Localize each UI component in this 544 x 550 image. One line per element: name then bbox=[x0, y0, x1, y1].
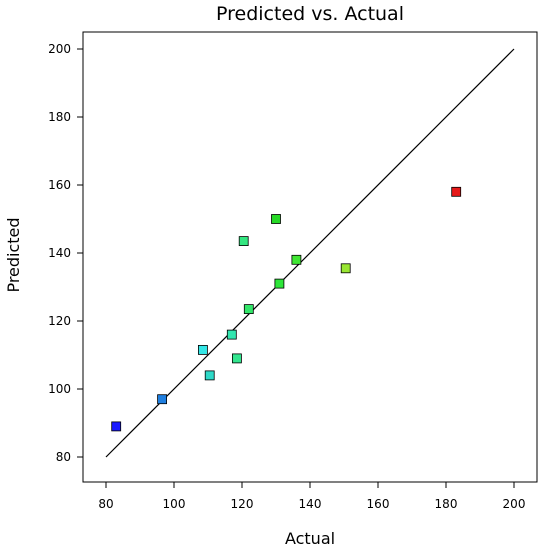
reference-line bbox=[105, 48, 515, 458]
data-points bbox=[111, 186, 462, 432]
data-point bbox=[238, 236, 249, 247]
x-tick-label: 160 bbox=[367, 497, 390, 511]
x-tick-label: 200 bbox=[503, 497, 526, 511]
data-point bbox=[111, 421, 122, 432]
x-tick-label: 180 bbox=[435, 497, 458, 511]
data-point bbox=[451, 186, 462, 197]
data-point bbox=[226, 329, 237, 340]
x-axis: 80 100 120 140 160 180 200 bbox=[98, 482, 525, 511]
plot-frame bbox=[82, 31, 538, 483]
chart-title: Predicted vs. Actual bbox=[216, 3, 404, 25]
data-point bbox=[197, 344, 208, 355]
data-point bbox=[274, 278, 285, 289]
y-tick-label: 140 bbox=[48, 246, 71, 260]
x-tick-label: 100 bbox=[163, 497, 186, 511]
x-tick-label: 140 bbox=[299, 497, 322, 511]
data-point bbox=[243, 304, 254, 315]
data-point bbox=[157, 394, 168, 405]
y-tick-label: 160 bbox=[48, 178, 71, 192]
x-tick-label: 80 bbox=[98, 497, 113, 511]
data-point bbox=[291, 254, 302, 265]
data-point bbox=[231, 353, 242, 364]
y-axis-label: Predicted bbox=[4, 217, 23, 292]
x-axis-label: Actual bbox=[285, 529, 335, 548]
y-tick-label: 80 bbox=[56, 450, 71, 464]
y-tick-label: 120 bbox=[48, 314, 71, 328]
y-tick-label: 200 bbox=[48, 42, 71, 56]
data-point bbox=[204, 370, 215, 381]
y-tick-label: 100 bbox=[48, 382, 71, 396]
y-tick-label: 180 bbox=[48, 110, 71, 124]
data-point bbox=[340, 263, 351, 274]
x-tick-label: 120 bbox=[231, 497, 254, 511]
y-axis: 80 100 120 140 160 180 200 bbox=[48, 42, 83, 464]
data-point bbox=[271, 214, 281, 224]
